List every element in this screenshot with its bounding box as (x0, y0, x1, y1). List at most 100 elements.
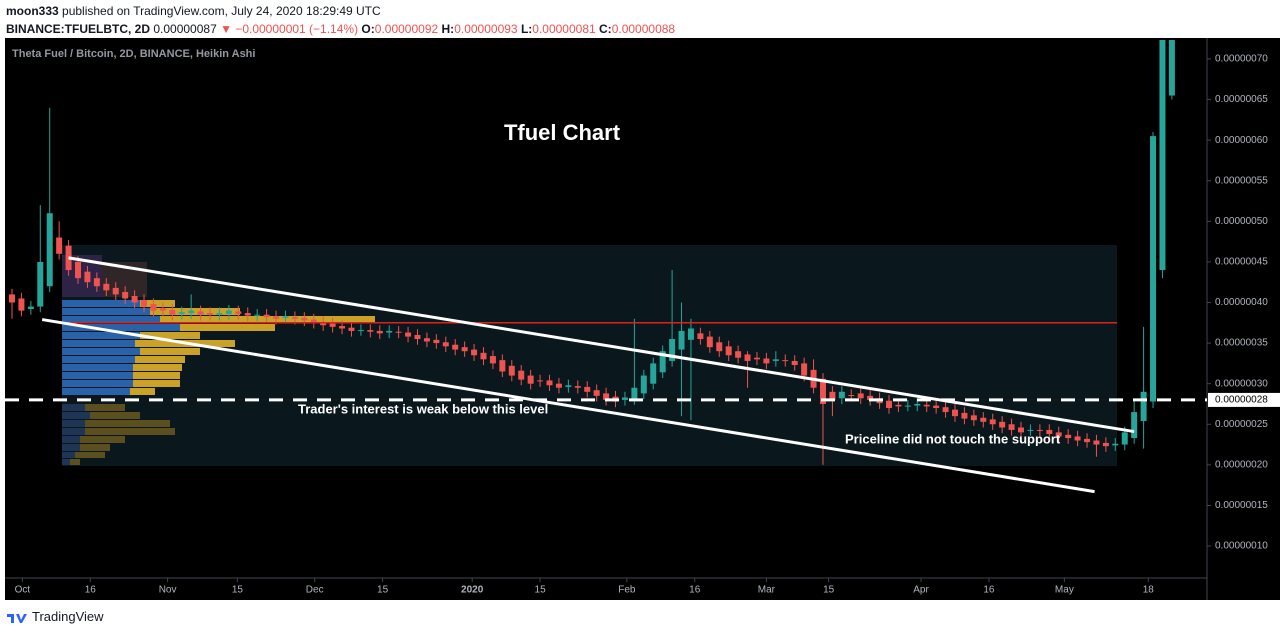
profile-bar (160, 316, 375, 323)
candle-body (27, 306, 34, 309)
candle-body (989, 419, 996, 425)
candle-body (244, 313, 251, 316)
quote-value: 0.00000081 (532, 22, 596, 36)
profile-bar (62, 324, 180, 331)
candle-body (376, 330, 383, 334)
profile-bar (180, 324, 275, 331)
author: moon333 (6, 4, 59, 18)
candle-body (829, 391, 836, 400)
candle-body (225, 310, 232, 314)
candle-body (763, 358, 770, 364)
candle-body (537, 380, 544, 382)
profile-bar (150, 308, 240, 315)
candle-body (131, 296, 138, 303)
candle-body (867, 395, 874, 400)
profile-bar (62, 356, 135, 363)
candle-body (1018, 427, 1025, 433)
profile-bar (62, 404, 85, 411)
candle-body (640, 375, 647, 394)
candle-body (819, 378, 826, 404)
candle-body (386, 330, 393, 333)
quote-label: C: (599, 22, 612, 36)
candle-body (801, 363, 808, 376)
profile-bar (62, 372, 133, 379)
candle-body (405, 332, 412, 337)
y-tick-label: 0.00000040 (1215, 297, 1268, 308)
profile-bar (90, 412, 140, 419)
candle-body (489, 356, 496, 364)
x-tick-label: Nov (159, 585, 177, 596)
profile-bar (85, 428, 175, 435)
level-label: 0.00000028 (1215, 395, 1268, 406)
candle-body (725, 346, 732, 356)
candle-body (112, 287, 119, 295)
quote-values: O:0.00000092 H:0.00000093 L:0.00000081 C… (358, 22, 675, 36)
profile-bar (85, 420, 170, 427)
candle-body (904, 405, 911, 407)
candle-body (357, 330, 364, 332)
candle-body (1027, 429, 1034, 431)
candle-body (631, 387, 638, 400)
profile-bar (85, 404, 125, 411)
y-tick-label: 0.00000025 (1215, 419, 1268, 430)
x-tick-label: 16 (983, 585, 995, 596)
candle-body (141, 300, 148, 307)
footer: TradingView (6, 609, 104, 624)
y-tick-label: 0.00000010 (1215, 541, 1268, 552)
candle-body (329, 323, 336, 327)
candle-body (433, 339, 440, 344)
candle-body (838, 391, 845, 399)
candle-body (1159, 40, 1166, 271)
candle-body (93, 278, 100, 287)
candle-body (395, 331, 402, 333)
candle-body (753, 357, 760, 360)
profile-bar (62, 348, 140, 355)
candle-body (1168, 40, 1175, 96)
price-change: ▼ −0.00000001 (−1.14%) (220, 22, 359, 36)
candle-body (593, 390, 600, 396)
x-tick-label: 15 (535, 585, 547, 596)
candle-body (499, 360, 506, 372)
profile-bar (62, 340, 135, 347)
x-tick-label: Oct (15, 585, 31, 596)
candle-body (735, 351, 742, 358)
candle-body (235, 311, 242, 314)
candle-body (414, 334, 421, 340)
quote-value: 0.00000093 (454, 22, 518, 36)
candle-body (216, 313, 223, 315)
profile-bar (70, 459, 80, 465)
candle-body (122, 291, 129, 299)
range-box (62, 245, 1117, 466)
y-tick-label: 0.00000020 (1215, 459, 1268, 470)
profile-bar (133, 380, 180, 387)
candle-body (37, 261, 44, 307)
candle-body (1150, 136, 1157, 402)
profile-bar (62, 332, 140, 339)
profile-bar (133, 364, 182, 371)
candle-body (791, 360, 798, 366)
profile-bar (62, 380, 133, 387)
profile-bar (62, 452, 75, 458)
volume-profile (62, 255, 375, 465)
candle-body (1102, 442, 1109, 447)
y-tick-label: 0.00000060 (1215, 135, 1268, 146)
candle-body (650, 363, 657, 384)
profile-bar (140, 332, 200, 339)
candle-body (508, 365, 515, 376)
quote-value: 0.00000088 (611, 22, 676, 36)
candle-body (1112, 443, 1119, 446)
quote-label: H: (441, 22, 455, 36)
candle-body (339, 326, 346, 329)
profile-bar (140, 300, 175, 307)
symbol: BINANCE:TFUELBTC, 2D (6, 22, 150, 36)
candle-body (1121, 432, 1128, 445)
profile-bar (62, 316, 160, 323)
profile-bar (62, 364, 133, 371)
quote-label: O: (361, 22, 375, 36)
candle-body (452, 344, 459, 350)
candle-body (480, 352, 487, 360)
profile-bar (80, 436, 125, 443)
candle-body (75, 261, 82, 279)
candle-body (423, 338, 430, 342)
